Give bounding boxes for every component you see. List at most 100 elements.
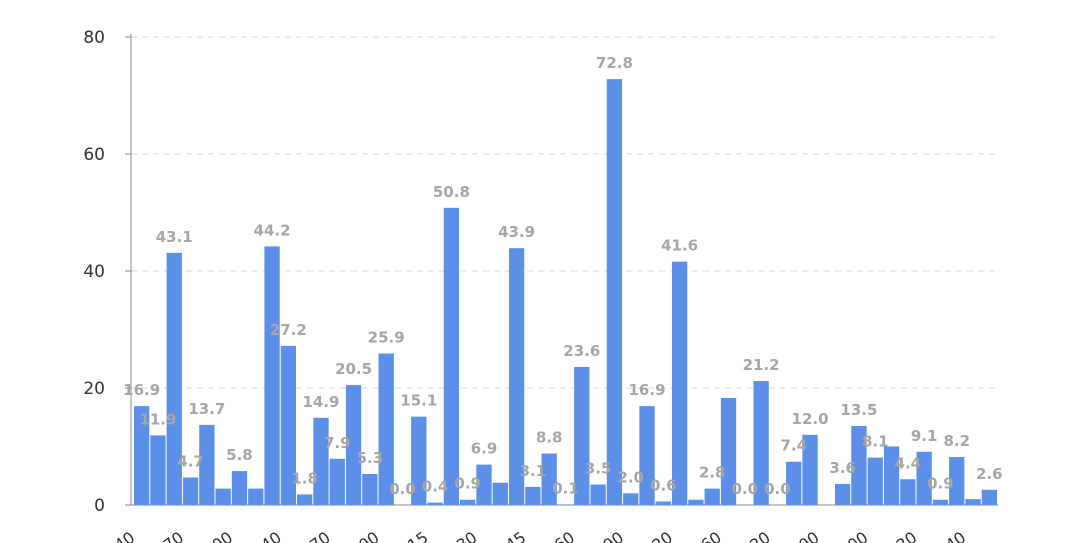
bar [460,499,476,505]
x-tick-label: 500 [787,528,823,543]
data-label: 2.0 [617,468,644,486]
data-label: 0.4 [422,478,449,496]
data-label: 0.9 [454,475,481,493]
bar [215,488,231,505]
x-tick-label: 420 [738,528,774,543]
data-label: 12.0 [792,410,829,428]
data-label: 43.9 [498,223,535,241]
bar [671,261,688,505]
x-tick-label: 200 [347,528,383,543]
data-label: 23.6 [563,342,600,360]
data-label: 7.9 [324,434,351,452]
y-tick-label: 60 [83,145,105,165]
bar [525,486,541,505]
bar [949,457,965,505]
data-label: 11.9 [139,410,176,428]
bar [981,489,997,505]
bar [199,424,215,505]
data-label: 0.0 [764,480,791,498]
bar [720,397,737,505]
data-label: 13.5 [840,401,877,419]
bar [264,246,280,505]
x-tick-label: 290 [591,528,627,543]
data-label: 5.8 [226,446,253,464]
bar [557,504,574,505]
data-label: 8.8 [536,429,563,447]
bar [508,248,525,505]
bar [313,417,329,505]
data-label: 16.9 [123,381,160,399]
bar [900,479,916,505]
data-label: 3.6 [829,459,856,477]
data-label: 0.9 [927,475,954,493]
bar [134,406,150,505]
bar [688,499,704,505]
data-label: 1.8 [291,469,318,487]
y-tick-label: 0 [94,496,105,516]
data-label: 9.1 [911,427,938,445]
bar [280,345,297,505]
x-axis-ticks: 40 70 100 140 170 200 215 230 245 260 290 320 360 420… [111,528,970,543]
bar [786,461,802,505]
x-tick-label: 230 [445,528,481,543]
data-label: 3.5 [585,460,612,478]
y-axis-ticks: 0 20 40 60 80 [83,28,105,516]
data-label: 25.9 [368,328,405,346]
data-label: 44.2 [254,221,291,239]
bar [345,385,362,505]
y-tick-label: 20 [83,379,105,399]
data-label: 3.1 [520,462,547,480]
data-label: 8.1 [862,433,889,451]
bar [427,502,443,505]
data-label: 15.1 [400,392,437,410]
x-tick-label: 340 [933,528,969,543]
data-label: 13.7 [188,400,225,418]
bar [231,471,248,505]
bar [476,464,492,505]
gridlines [131,36,998,389]
data-label: 14.9 [302,393,339,411]
bar [443,207,460,505]
bar [492,482,508,505]
bar [753,380,769,505]
bar [704,488,720,505]
data-label: 21.2 [743,356,780,374]
data-label: 0.0 [732,480,759,498]
data-label: 5.3 [357,449,384,467]
bar [639,406,655,505]
data-label: 8.2 [943,432,970,450]
x-tick-label: 245 [493,528,529,543]
x-tick-label: 40 [111,528,139,543]
bar [362,474,378,505]
bar [590,484,606,505]
data-label: 20.5 [335,360,372,378]
data-label: 0.1 [552,479,579,497]
bar [297,494,313,505]
bar [916,451,932,505]
bar [655,501,671,505]
x-tick-label: 170 [298,528,334,543]
x-tick-label: 140 [249,528,285,543]
bar [166,252,182,505]
y-tick-label: 80 [83,28,105,48]
bar [867,457,883,505]
bar [248,488,264,505]
bar [883,446,900,505]
data-label: 4.4 [895,454,922,472]
x-tick-label: 70 [160,528,188,543]
data-label: 0.0 [389,480,416,498]
data-label: 2.8 [699,464,726,482]
data-label: 43.1 [156,228,193,246]
bars [134,79,997,506]
x-tick-label: 360 [689,528,725,543]
data-label: 0.6 [650,476,677,494]
bar [150,435,166,505]
data-label: 72.8 [596,54,633,72]
x-tick-label: 260 [542,528,578,543]
data-label: 50.8 [433,183,470,201]
bar [802,434,818,505]
data-label: 6.9 [471,440,498,458]
bar [606,79,623,506]
x-tick-label: 215 [396,528,432,543]
